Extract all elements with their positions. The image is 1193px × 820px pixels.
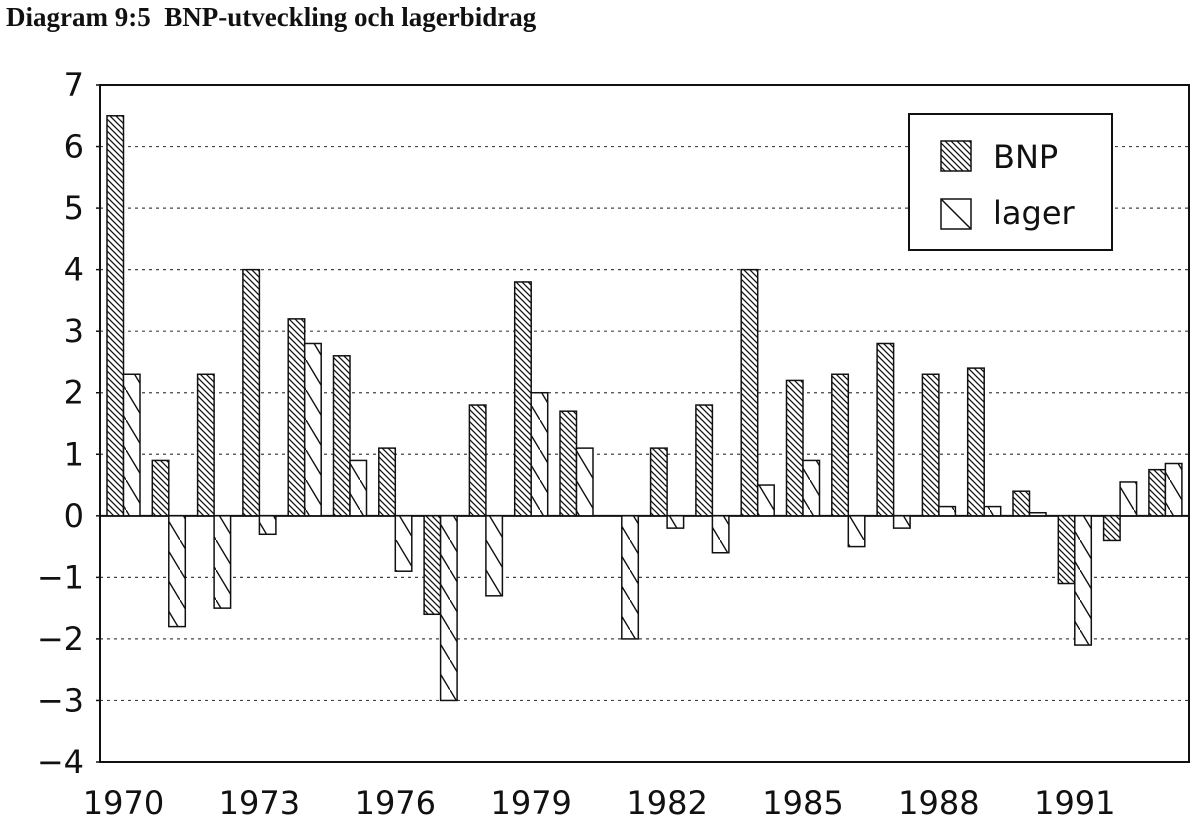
- bar-bnp-1979: [513, 281, 532, 517]
- bars: [106, 115, 1183, 702]
- bar-lager-1975: [349, 459, 368, 517]
- bar-lager-1970: [122, 373, 141, 517]
- x-tick-label: 1991: [1034, 784, 1115, 820]
- chart-title: Diagram 9:5 BNP-utveckling och lagerbidr…: [6, 2, 537, 32]
- x-tick-label: 1970: [83, 784, 164, 820]
- bar-lager-1987: [892, 515, 911, 529]
- bar-lager-1972: [213, 515, 232, 609]
- bar-bnp-1982: [649, 447, 668, 517]
- bar-lager-1981: [621, 515, 640, 640]
- bar-lager-1980: [575, 447, 594, 517]
- bar-lager-1982: [666, 515, 685, 529]
- y-tick-label: 3: [64, 312, 84, 350]
- y-tick-label: 6: [64, 128, 84, 166]
- legend: BNP lager: [908, 113, 1113, 251]
- y-tick-label: 5: [64, 189, 84, 227]
- bar-lager-1978: [485, 515, 504, 597]
- y-tick-label: −1: [37, 558, 84, 596]
- bar-bnp-1972: [196, 373, 215, 517]
- bar-bnp-1976: [378, 447, 397, 517]
- bar-bnp-1977: [423, 515, 442, 616]
- legend-label-bnp: BNP: [993, 138, 1058, 176]
- bar-lager-1985: [802, 459, 821, 517]
- bar-bnp-1989: [966, 367, 985, 517]
- gridlines: [100, 145, 1189, 702]
- x-tick-label: 1979: [490, 784, 571, 820]
- y-tick-label: 1: [64, 435, 84, 473]
- bar-lager-1991: [1074, 515, 1093, 646]
- y-tick-label: 7: [64, 66, 84, 104]
- bar-bnp-1986: [831, 373, 850, 517]
- bar-lager-1986: [847, 515, 866, 548]
- bar-lager-1983: [711, 515, 730, 554]
- bar-bnp-1990: [1012, 490, 1031, 517]
- y-tick-label: −3: [37, 681, 84, 719]
- x-tick-label: 1988: [898, 784, 979, 820]
- bar-bnp-1985: [785, 379, 804, 517]
- bar-lager-1977: [439, 515, 458, 702]
- axes: [99, 84, 1190, 763]
- x-tick-label: 1976: [355, 784, 436, 820]
- bar-lager-1990: [1028, 511, 1047, 517]
- bar-lager-1988: [938, 505, 957, 517]
- plot-frame: [99, 84, 1190, 763]
- bar-lager-1973: [258, 515, 277, 536]
- x-tick-label: 1973: [219, 784, 300, 820]
- bar-lager-1971: [168, 515, 187, 628]
- y-tick-label: 4: [64, 251, 84, 289]
- legend-swatch-lager-hatch: [940, 198, 972, 230]
- legend-label-lager: lager: [993, 194, 1076, 232]
- bar-bnp-1983: [695, 404, 714, 517]
- y-tick-label: −4: [37, 743, 84, 781]
- bar-bnp-1987: [876, 342, 895, 517]
- y-tick-label: −2: [37, 620, 84, 658]
- bar-bnp-1992: [1102, 515, 1121, 542]
- bar-bnp-1991: [1057, 515, 1076, 585]
- bar-bnp-1974: [287, 318, 306, 517]
- bar-lager-1979: [530, 391, 549, 517]
- bar-bnp-1993: [1148, 468, 1167, 517]
- bar-lager-1993: [1164, 462, 1183, 517]
- bar-bnp-1970: [106, 115, 125, 517]
- y-tick-label: 0: [64, 497, 84, 535]
- bar-bnp-1988: [921, 373, 940, 517]
- bar-lager-1976: [394, 515, 413, 572]
- bar-bnp-1973: [242, 268, 261, 517]
- bar-bnp-1980: [559, 410, 578, 517]
- bar-bnp-1978: [468, 404, 487, 517]
- bar-bnp-1971: [151, 459, 170, 517]
- x-tick-label: 1985: [762, 784, 843, 820]
- bar-lager-1989: [983, 505, 1002, 517]
- bar-lager-1984: [756, 484, 775, 517]
- bar-lager-1974: [303, 342, 322, 517]
- legend-swatch-bnp: [940, 140, 972, 172]
- bar-lager-1992: [1119, 481, 1138, 517]
- y-tick-label: 2: [64, 374, 84, 412]
- x-tick-label: 1982: [626, 784, 707, 820]
- bar-bnp-1975: [332, 355, 351, 517]
- bar-bnp-1984: [740, 268, 759, 517]
